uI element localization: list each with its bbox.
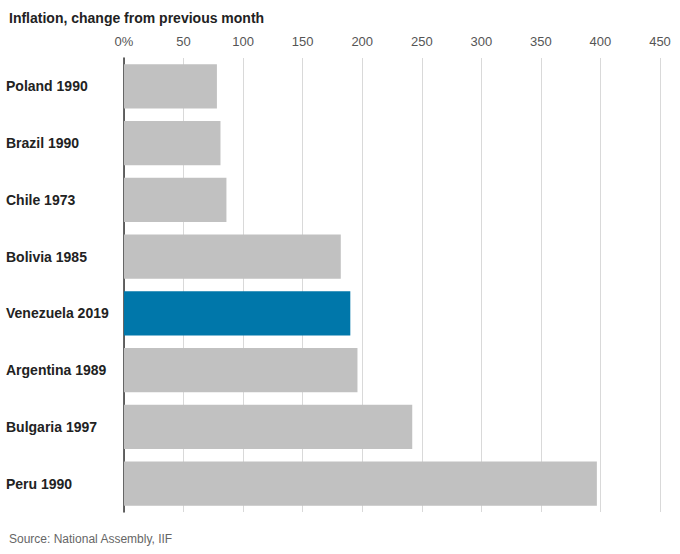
svg-text:100: 100	[232, 34, 254, 49]
svg-text:300: 300	[470, 34, 492, 49]
svg-text:Inflation, change from previou: Inflation, change from previous month	[9, 10, 264, 26]
svg-text:200: 200	[351, 34, 373, 49]
svg-text:Argentina 1989: Argentina 1989	[6, 362, 107, 378]
svg-text:Source: National Assembly, IIF: Source: National Assembly, IIF	[9, 532, 172, 546]
svg-text:150: 150	[292, 34, 314, 49]
svg-text:350: 350	[530, 34, 552, 49]
svg-text:Brazil 1990: Brazil 1990	[6, 135, 79, 151]
svg-text:Bulgaria 1997: Bulgaria 1997	[6, 419, 97, 435]
svg-text:400: 400	[590, 34, 612, 49]
svg-text:Poland 1990: Poland 1990	[6, 78, 88, 94]
svg-text:Bolivia 1985: Bolivia 1985	[6, 249, 87, 265]
svg-text:0%: 0%	[115, 34, 134, 49]
svg-text:Peru 1990: Peru 1990	[6, 476, 72, 492]
svg-text:Venezuela 2019: Venezuela 2019	[6, 305, 109, 321]
svg-text:Chile 1973: Chile 1973	[6, 192, 75, 208]
svg-text:250: 250	[411, 34, 433, 49]
svg-text:450: 450	[649, 34, 671, 49]
svg-text:50: 50	[176, 34, 190, 49]
